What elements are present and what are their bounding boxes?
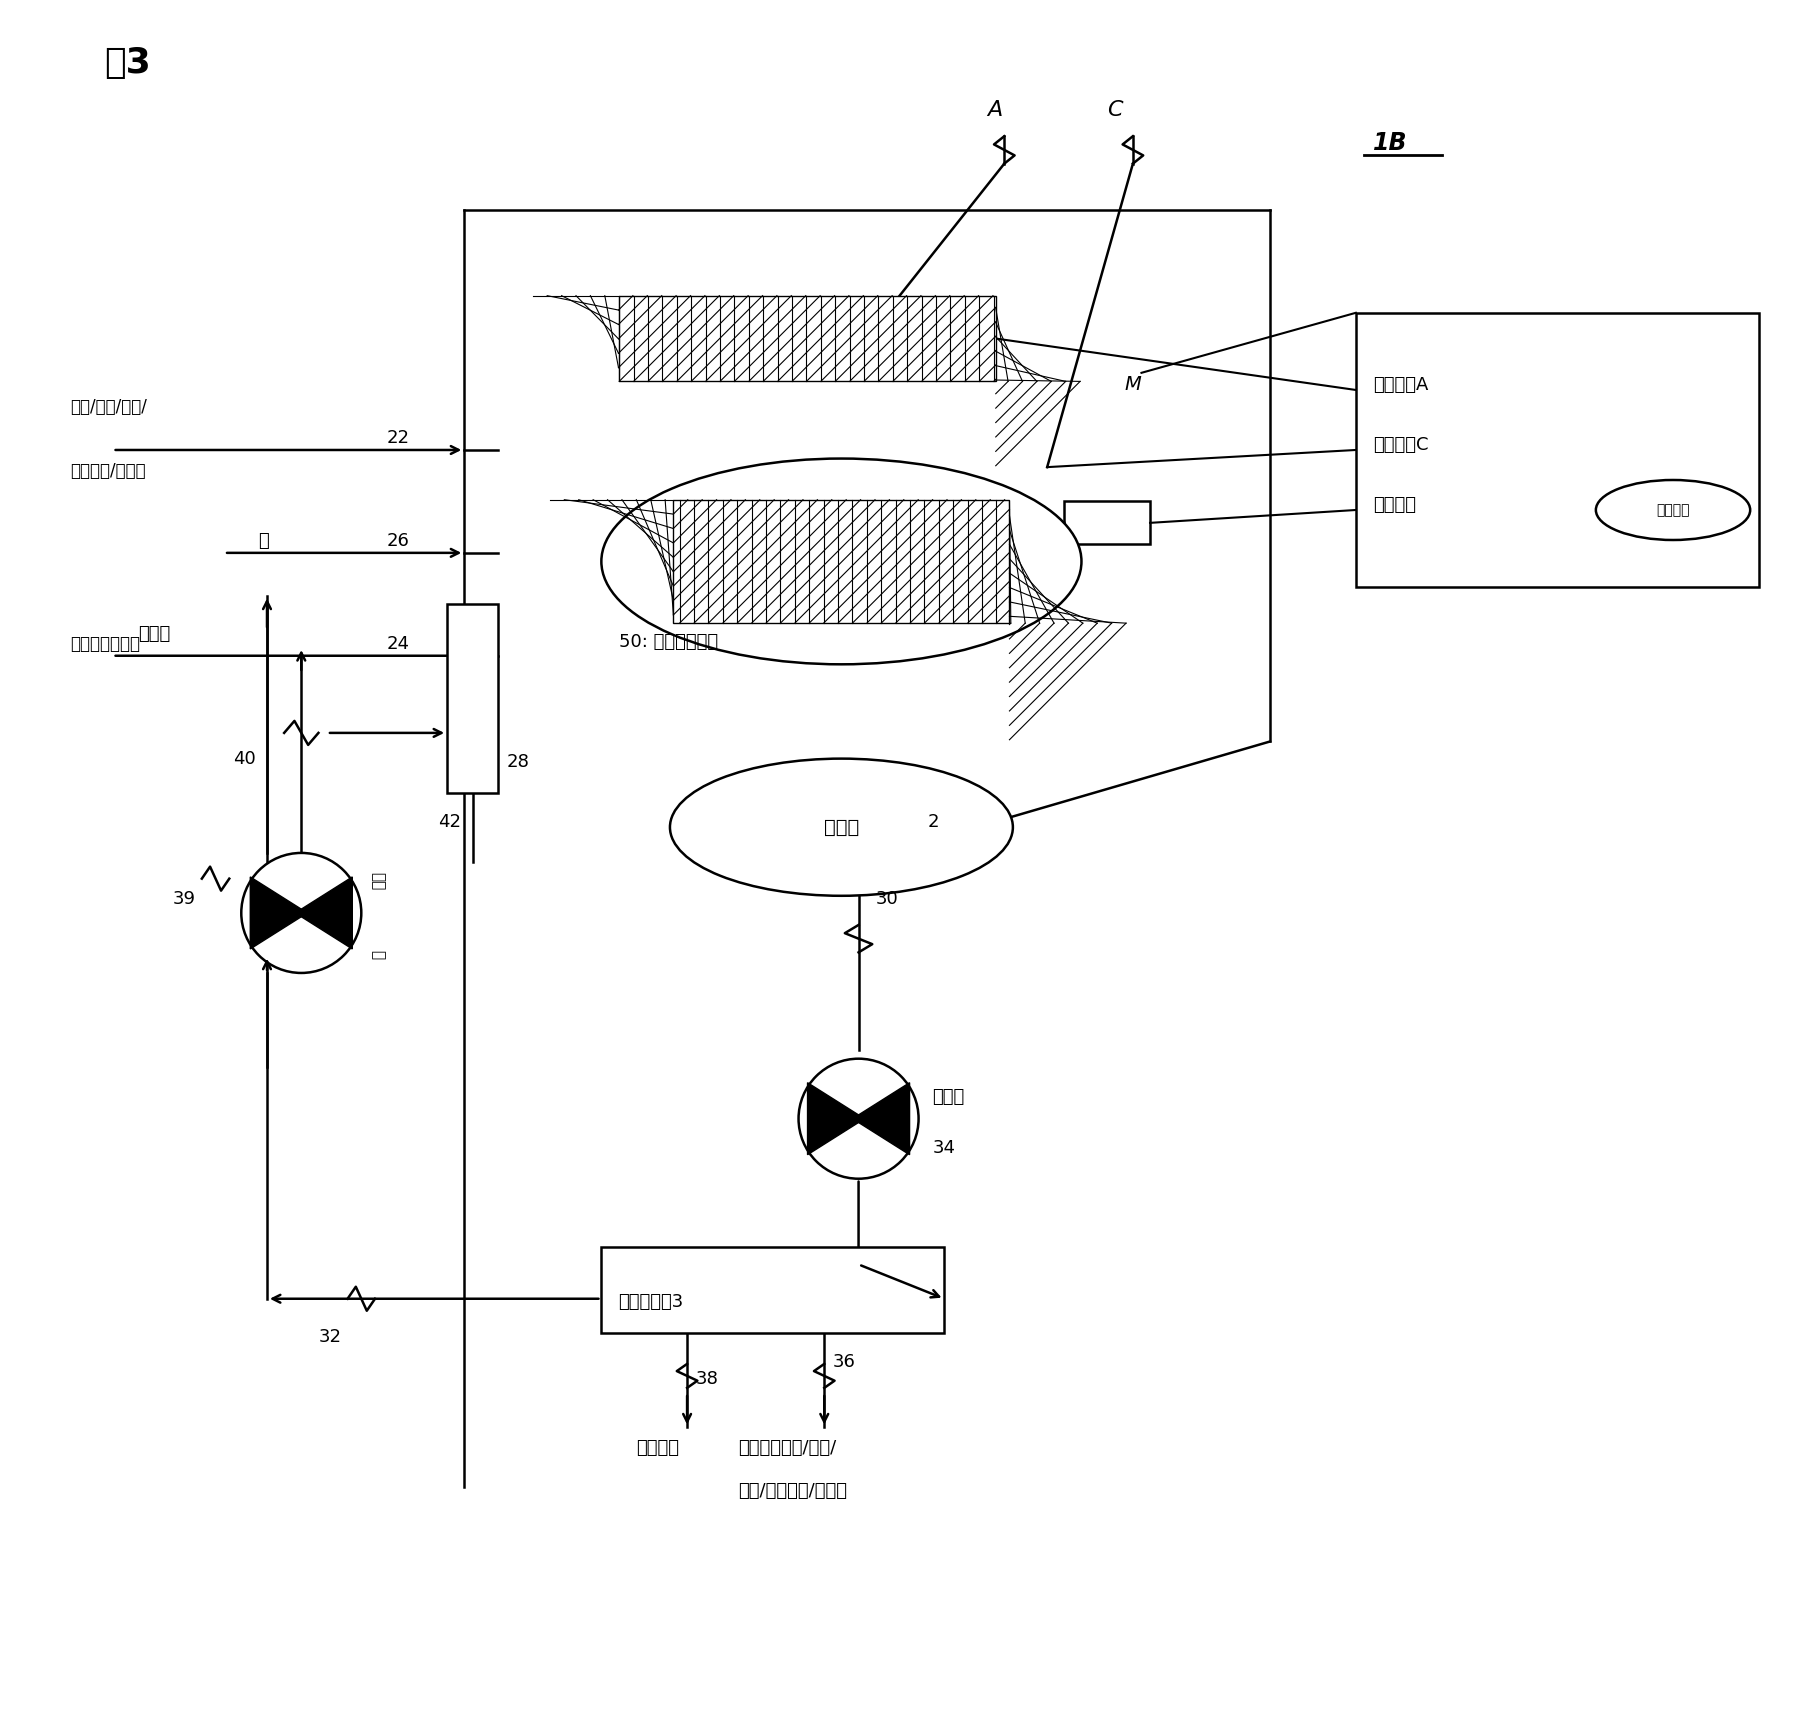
Text: 参比电极: 参比电极 <box>1372 496 1416 513</box>
Bar <box>448 605 499 793</box>
Text: M: M <box>1125 376 1141 395</box>
Text: C: C <box>1107 100 1123 119</box>
Circle shape <box>799 1058 919 1179</box>
Text: 图3: 图3 <box>104 47 151 79</box>
Bar <box>619 296 996 381</box>
Text: 剩余排水: 剩余排水 <box>635 1439 679 1458</box>
Text: 28: 28 <box>508 753 530 772</box>
Text: 泵: 泵 <box>369 949 384 958</box>
Text: 34: 34 <box>932 1139 956 1156</box>
Text: 24: 24 <box>388 634 410 653</box>
Bar <box>673 500 1010 624</box>
Polygon shape <box>295 877 353 949</box>
Text: 42: 42 <box>439 813 462 830</box>
Text: 阳极电极A: 阳极电极A <box>1372 376 1429 395</box>
Bar <box>601 1247 945 1334</box>
Polygon shape <box>852 1082 910 1154</box>
Polygon shape <box>251 877 308 949</box>
Text: 酸性或碱性物质: 酸性或碱性物质 <box>69 634 140 653</box>
Text: 30: 30 <box>875 891 899 908</box>
Text: 50: 阴极保护装置: 50: 阴极保护装置 <box>619 632 717 651</box>
Text: 1B: 1B <box>1372 131 1407 155</box>
Text: 淤泥/焚烧灰分/沉积物: 淤泥/焚烧灰分/沉积物 <box>739 1482 848 1501</box>
Ellipse shape <box>601 458 1081 665</box>
Text: 22: 22 <box>388 429 410 448</box>
Bar <box>1065 501 1150 544</box>
Text: 32: 32 <box>318 1328 342 1346</box>
Text: 循环液: 循环液 <box>138 625 171 643</box>
Text: 36: 36 <box>834 1353 855 1372</box>
Text: 38: 38 <box>695 1370 719 1389</box>
Text: 焚烧灰分/沉积物: 焚烧灰分/沉积物 <box>69 462 146 479</box>
Text: 混合机: 混合机 <box>824 818 859 837</box>
Text: 阴极电极C: 阴极电极C <box>1372 436 1429 453</box>
Text: 水: 水 <box>258 532 269 550</box>
Ellipse shape <box>670 758 1014 896</box>
Text: 循环: 循环 <box>369 872 384 891</box>
Text: 26: 26 <box>388 532 410 550</box>
Text: 电源装置: 电源装置 <box>1656 503 1689 517</box>
Bar <box>1356 314 1758 588</box>
Text: 土壤/污泥/淤泥/: 土壤/污泥/淤泥/ <box>69 398 147 417</box>
Text: 浆浆泵: 浆浆泵 <box>932 1087 965 1106</box>
Text: 清洗脱水土壤/污泥/: 清洗脱水土壤/污泥/ <box>739 1439 837 1458</box>
Ellipse shape <box>1596 481 1751 539</box>
Text: A: A <box>986 100 1003 119</box>
Text: 40: 40 <box>233 750 255 768</box>
Circle shape <box>242 853 362 973</box>
Text: 固液分离机3: 固液分离机3 <box>619 1294 684 1311</box>
Text: 2: 2 <box>926 813 939 830</box>
Polygon shape <box>808 1082 864 1154</box>
Text: 39: 39 <box>173 891 197 908</box>
